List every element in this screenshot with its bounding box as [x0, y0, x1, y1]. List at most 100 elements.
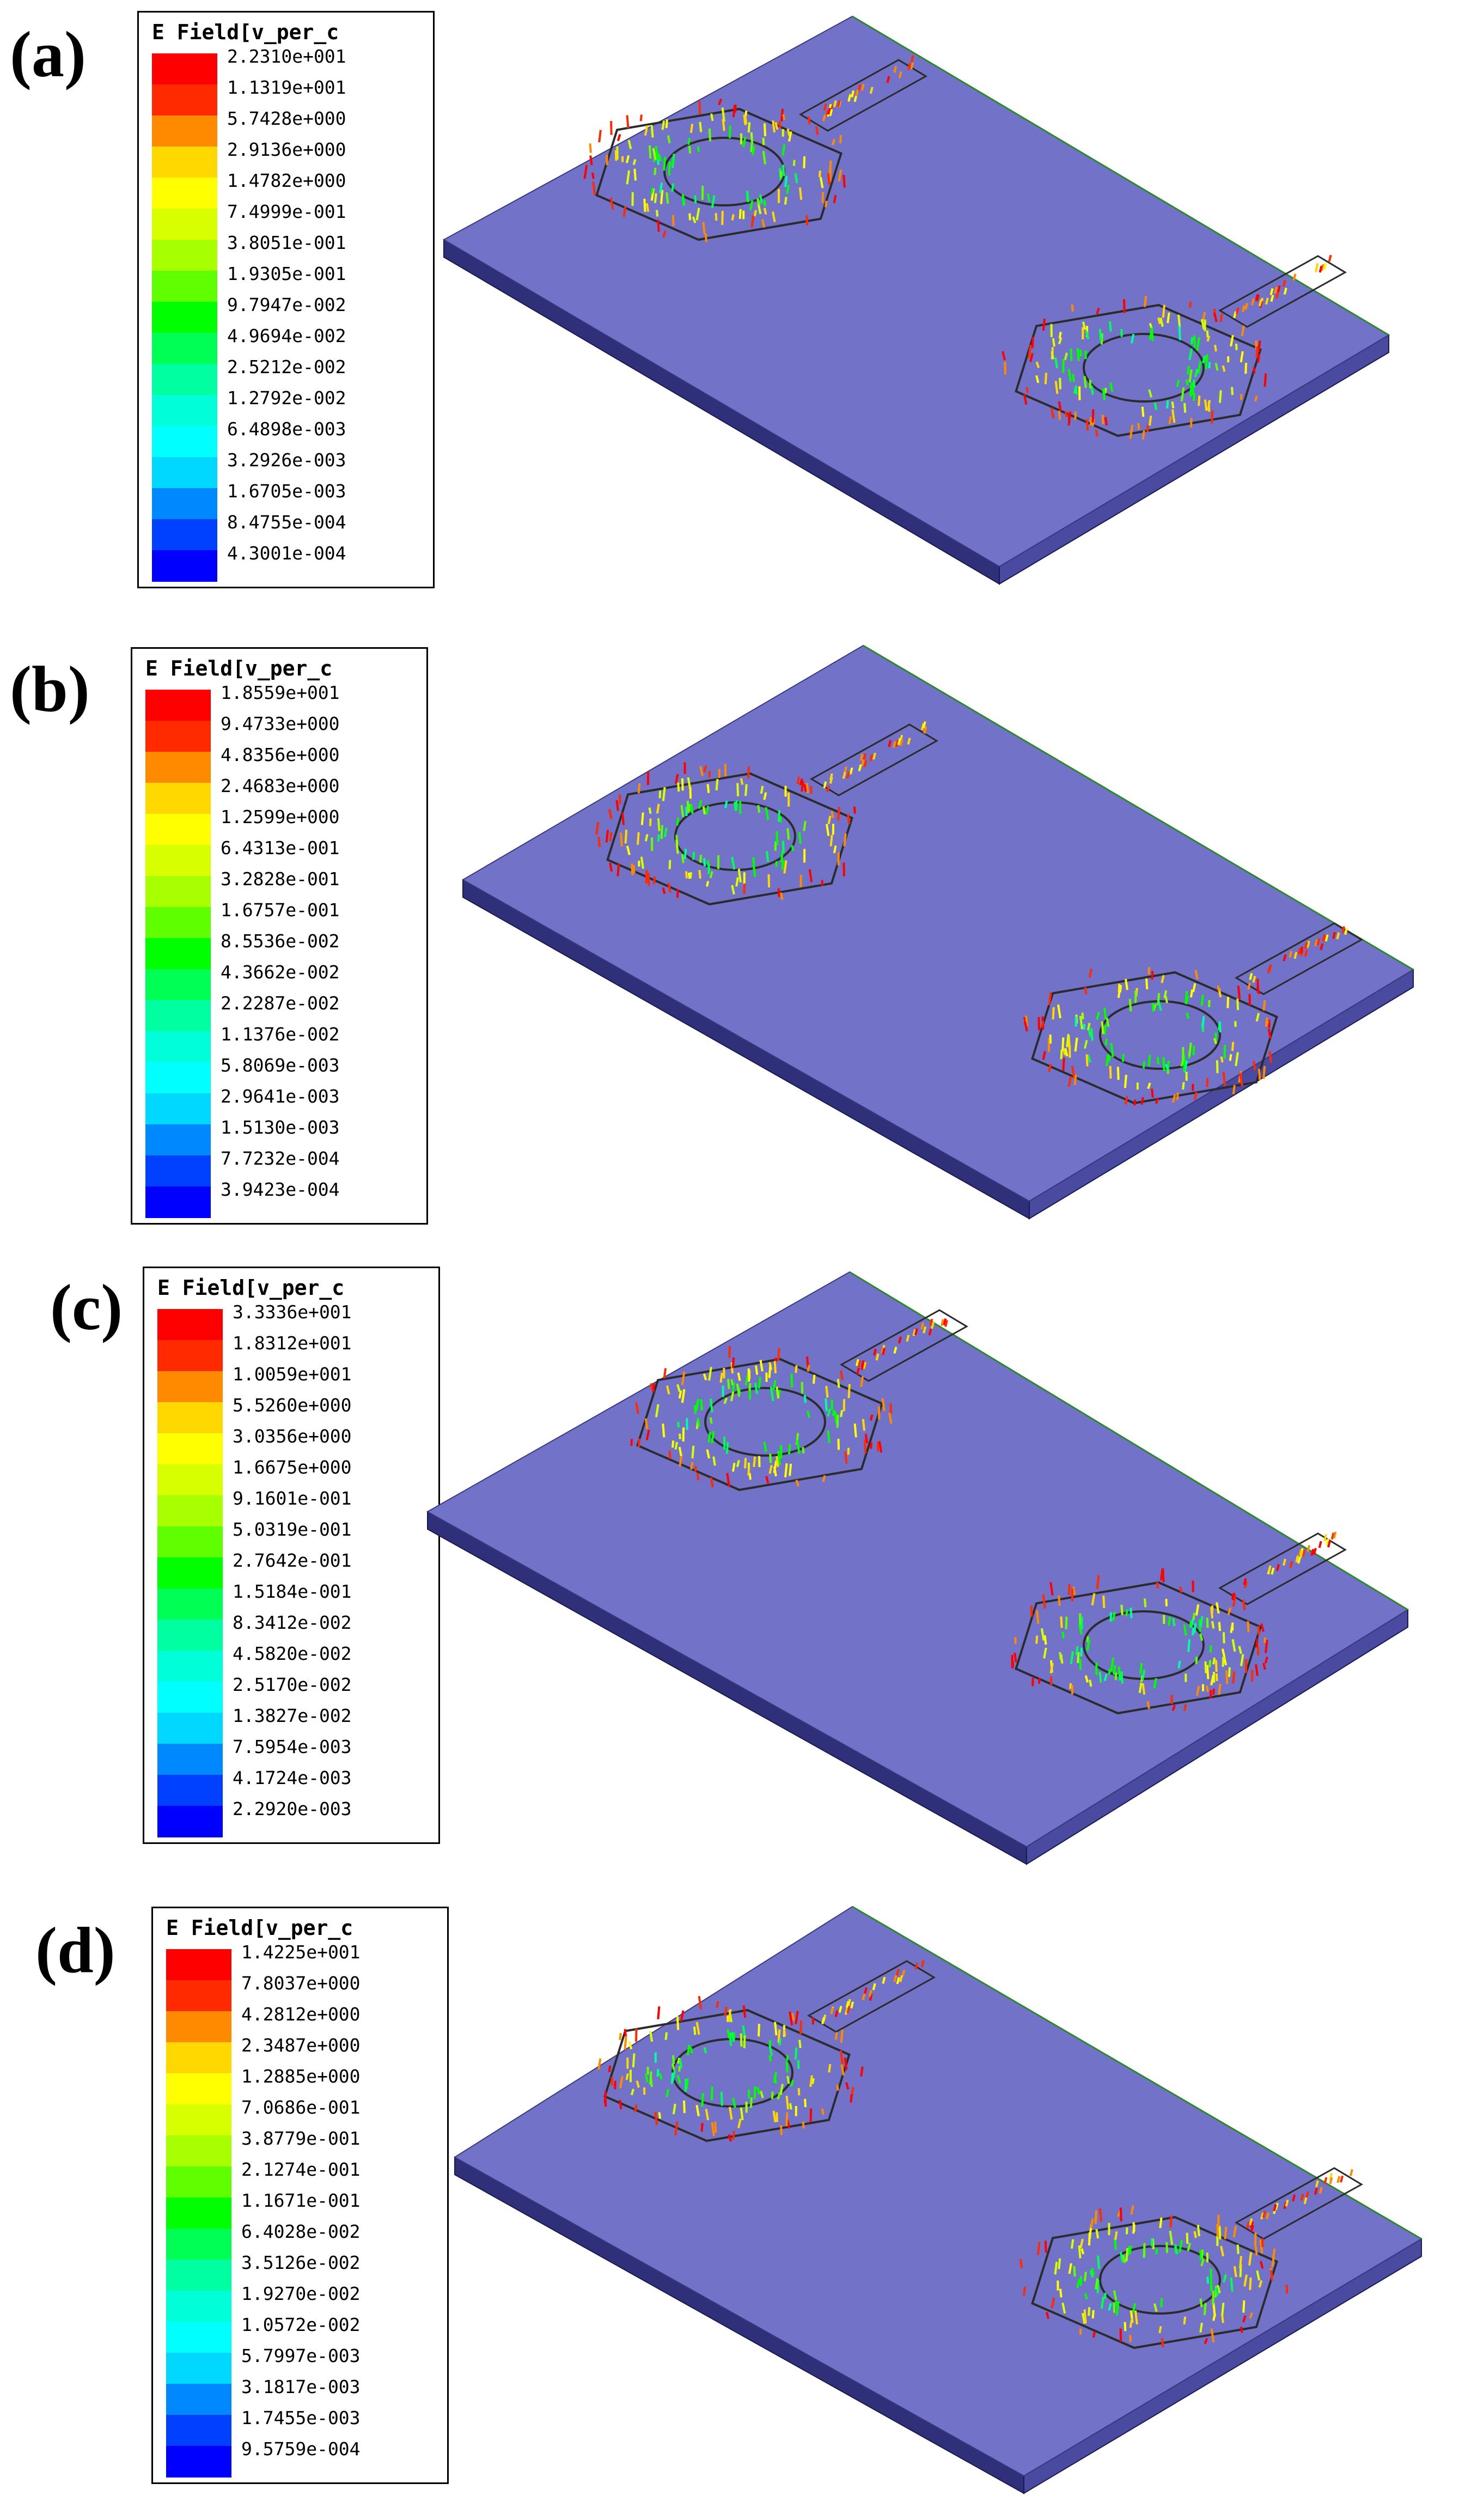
color-legend: E Field[v_per_c 2.2310e+001 1.1319e+001 5.…	[137, 11, 435, 588]
legend-tick-label: 4.3662e-002	[221, 961, 340, 983]
legend-swatch	[152, 488, 217, 520]
legend-tick-label: 7.5954e-003	[233, 1736, 352, 1757]
legend-swatch	[166, 2291, 231, 2322]
legend-tick-label: 4.5820e-002	[233, 1643, 352, 1664]
legend-tick-label: 2.9136e+000	[227, 139, 346, 160]
legend-swatch	[152, 395, 217, 427]
legend-tick-label: 4.9694e-002	[227, 325, 346, 346]
legend-tick-label: 7.8037e+000	[241, 1973, 361, 1994]
legend-swatch	[152, 550, 217, 582]
color-legend: E Field[v_per_c 3.3336e+001 1.8312e+001 1.…	[143, 1267, 440, 1844]
panel-label: (a)	[10, 18, 86, 90]
legend-swatch	[157, 1402, 223, 1434]
legend-tick-label: 1.4225e+001	[241, 1941, 361, 1963]
legend-tick-label: 2.7642e-001	[233, 1550, 352, 1571]
legend-tick-label: 1.6705e-003	[227, 480, 346, 502]
legend-swatch	[145, 814, 211, 845]
legend-tick-label: 4.1724e-003	[233, 1767, 352, 1788]
legend-tick-label: 1.4782e+000	[227, 170, 346, 191]
legend-tick-label: 3.5126e-002	[241, 2252, 361, 2273]
legend-tick-label: 2.2310e+001	[227, 46, 346, 67]
legend-tick-label: 7.4999e-001	[227, 201, 346, 222]
panel-label: (b)	[10, 653, 90, 725]
legend-swatch	[166, 2260, 231, 2291]
legend-tick-label: 5.5260e+000	[233, 1395, 352, 1416]
legend-tick-label: 1.9305e-001	[227, 263, 346, 284]
legend-swatch	[152, 147, 217, 178]
legend-tick-label: 8.5536e-002	[221, 930, 340, 952]
legend-swatch	[152, 426, 217, 458]
legend-tick-label: 1.5184e-001	[233, 1581, 352, 1602]
legend-swatch	[157, 1588, 223, 1620]
legend-tick-label: 3.3336e+001	[233, 1301, 352, 1323]
legend-tick-label: 3.2926e-003	[227, 449, 346, 471]
legend-swatch	[152, 240, 217, 271]
legend-tick-label: 3.9423e-004	[221, 1179, 340, 1200]
legend-swatch	[145, 1093, 211, 1125]
legend-tick-label: 2.3487e+000	[241, 2035, 361, 2056]
legend-tick-label: 3.2828e-001	[221, 868, 340, 890]
legend-tick-label: 1.6675e+000	[233, 1457, 352, 1478]
legend-tick-label: 5.7428e+000	[227, 108, 346, 129]
legend-swatch	[152, 84, 217, 116]
legend-tick-label: 5.7997e-003	[241, 2345, 361, 2366]
legend-tick-label: 2.9641e-003	[221, 1086, 340, 1107]
legend-swatch	[152, 53, 217, 85]
legend-swatch	[157, 1775, 223, 1806]
legend-swatch	[145, 1000, 211, 1032]
legend-tick-label: 1.2599e+000	[221, 806, 340, 827]
legend-tick-label: 9.1601e-001	[233, 1488, 352, 1509]
legend-swatch	[152, 364, 217, 395]
legend-swatch	[166, 1980, 231, 2012]
legend-tick-label: 2.2287e-002	[221, 993, 340, 1014]
legend-swatch	[152, 333, 217, 364]
legend-swatch	[166, 2353, 231, 2384]
legend-swatch	[166, 2042, 231, 2074]
legend-tick-label: 1.6757e-001	[221, 899, 340, 921]
legend-swatch	[145, 1062, 211, 1094]
legend-swatch	[166, 2384, 231, 2415]
legend-title: E Field[v_per_c	[157, 1276, 345, 1300]
legend-swatch	[152, 178, 217, 209]
panel-label: (c)	[50, 1271, 123, 1343]
legend-swatch	[152, 302, 217, 333]
legend-tick-label: 1.1671e-001	[241, 2190, 361, 2211]
legend-swatch	[157, 1713, 223, 1744]
legend-tick-label: 2.5212e-002	[227, 356, 346, 378]
legend-tick-label: 3.1817e-003	[241, 2376, 361, 2397]
legend-tick-label: 1.1319e+001	[227, 77, 346, 98]
legend-tick-label: 4.8356e+000	[221, 744, 340, 765]
legend-tick-label: 9.4733e+000	[221, 713, 340, 734]
legend-tick-label: 3.8779e-001	[241, 2128, 361, 2149]
legend-tick-label: 1.8312e+001	[233, 1332, 352, 1354]
legend-swatch	[157, 1744, 223, 1775]
legend-swatch	[166, 2073, 231, 2105]
legend-swatch	[157, 1651, 223, 1682]
legend-title: E Field[v_per_c	[152, 20, 339, 44]
panel-label: (d)	[35, 1914, 115, 1986]
legend-swatch	[166, 2135, 231, 2167]
legend-swatch	[145, 1124, 211, 1156]
legend-tick-label: 5.0319e-001	[233, 1519, 352, 1540]
legend-title: E Field[v_per_c	[166, 1916, 353, 1940]
legend-swatch	[157, 1557, 223, 1589]
legend-swatch	[166, 2104, 231, 2136]
legend-tick-label: 8.3412e-002	[233, 1612, 352, 1633]
legend-swatch	[157, 1495, 223, 1527]
legend-swatch	[145, 907, 211, 939]
legend-swatch	[166, 2229, 231, 2260]
legend-swatch	[157, 1682, 223, 1713]
legend-tick-label: 3.8051e-001	[227, 232, 346, 253]
legend-tick-label: 7.7232e-004	[221, 1148, 340, 1169]
legend-tick-label: 7.0686e-001	[241, 2097, 361, 2118]
legend-swatch	[157, 1526, 223, 1558]
legend-tick-label: 1.5130e-003	[221, 1117, 340, 1138]
legend-swatch	[145, 969, 211, 1001]
legend-swatch	[166, 2322, 231, 2353]
legend-tick-label: 1.8559e+001	[221, 682, 340, 703]
color-legend: E Field[v_per_c 1.8559e+001 9.4733e+000 4.…	[131, 647, 428, 1225]
legend-swatch	[152, 457, 217, 489]
legend-swatch	[157, 1340, 223, 1372]
legend-tick-label: 9.5759e-004	[241, 2438, 361, 2460]
legend-tick-label: 1.2885e+000	[241, 2066, 361, 2087]
